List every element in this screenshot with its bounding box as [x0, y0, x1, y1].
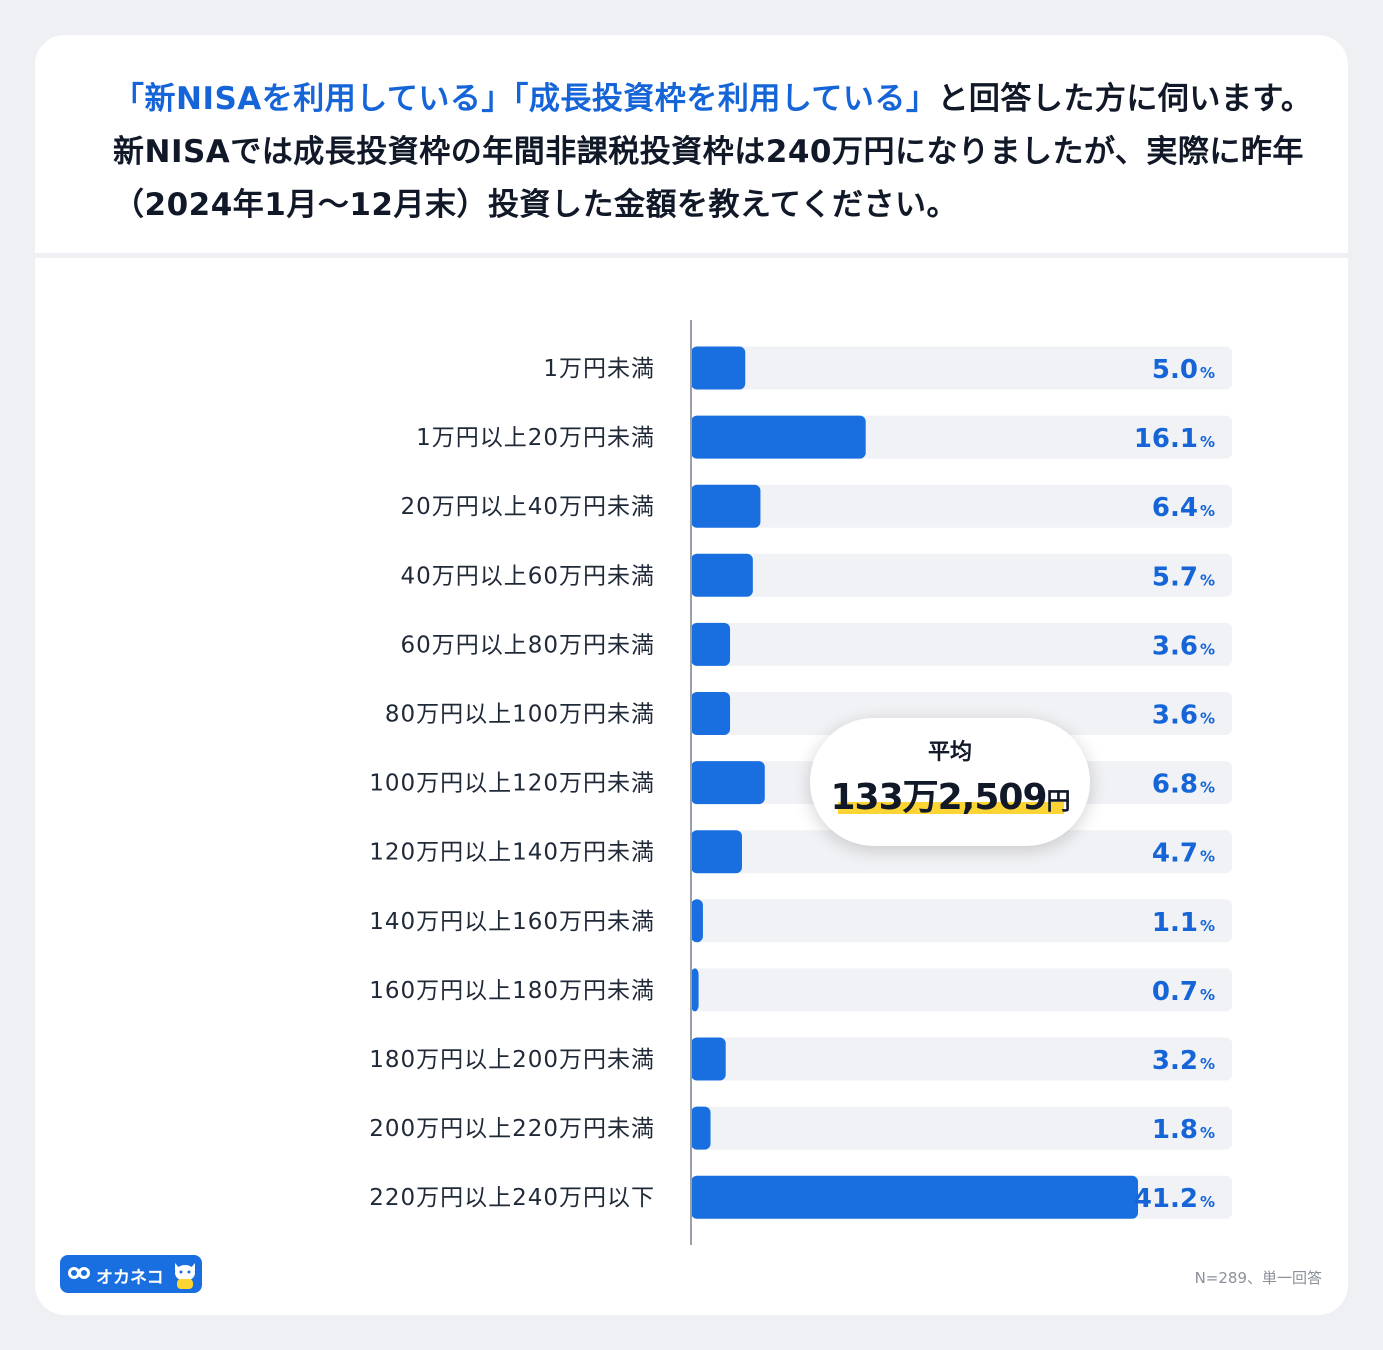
bar	[691, 1175, 1139, 1219]
average-unit: 円	[1046, 787, 1071, 815]
sample-note: N=289、単一回答	[1194, 1269, 1322, 1287]
bar-chart: 1万円未満 5.0 % 1万円以上20万円未満 16.1 % 20万円以上40万円未満 6.4…	[369, 320, 1232, 1245]
bar-track	[691, 899, 1232, 943]
bar	[691, 1106, 711, 1150]
bar	[691, 761, 765, 805]
cat-mascot-icon	[175, 1263, 195, 1289]
bar	[691, 484, 761, 528]
bar-track	[691, 692, 1232, 735]
bar	[691, 553, 753, 597]
question-body: と回答した方に伺います。新NISAでは成長投資枠の年間非課税投資枠は240万円に…	[113, 81, 1313, 223]
bar-track	[691, 553, 1232, 597]
infinity-icon	[68, 1267, 90, 1279]
okaneko-logo: オカネコ	[60, 1255, 202, 1293]
bar	[691, 622, 731, 666]
bar-track	[691, 1106, 1232, 1150]
value-label: 3.6%	[1152, 631, 1215, 661]
category-label: 220万円以上240万円以下	[369, 1185, 655, 1211]
category-label: 120万円以上140万円未満	[369, 840, 655, 866]
category-label: 200万円以上220万円未満	[369, 1116, 655, 1142]
value-label: 6.4%	[1152, 493, 1215, 523]
bar	[691, 346, 746, 390]
value-label: 0.7%	[1152, 977, 1215, 1007]
bar	[691, 415, 866, 459]
value-label: 3.6%	[1152, 701, 1215, 731]
category-label: 180万円以上200万円未満	[369, 1047, 655, 1073]
bar-track	[691, 968, 1232, 1012]
category-label: 40万円以上60万円未満	[400, 563, 655, 589]
bar	[691, 968, 699, 1012]
category-label: 60万円以上80万円未満	[400, 632, 655, 658]
value-label: 16.1%	[1134, 424, 1215, 454]
bar	[691, 1037, 726, 1081]
category-label: 100万円以上120万円未満	[369, 771, 655, 797]
category-label: 1万円以上20万円未満	[416, 425, 655, 451]
question-text: 「新NISAを利用している」「成長投資枠を利用している」と回答した方に伺います。…	[113, 73, 1313, 232]
average-highlight-marker	[838, 802, 1064, 814]
value-label: 6.8%	[1152, 770, 1215, 800]
bar-track	[691, 622, 1232, 666]
logo-name: オカネコ	[96, 1268, 164, 1288]
value-label: 5.7%	[1152, 562, 1215, 592]
average-value: 133万2,509	[830, 777, 1047, 818]
average-value-line: 133万2,509円	[810, 768, 1090, 820]
category-label: 160万円以上180万円未満	[369, 978, 655, 1004]
category-label: 20万円以上40万円未満	[400, 494, 655, 520]
bar-track	[691, 830, 1232, 874]
value-label: 4.7%	[1152, 839, 1215, 869]
category-label: 1万円未満	[543, 356, 655, 382]
bar	[691, 692, 731, 735]
bar-track	[691, 484, 1232, 528]
value-label: 1.8%	[1152, 1115, 1215, 1145]
value-label: 5.0%	[1152, 355, 1215, 385]
category-label: 140万円以上160万円未満	[369, 909, 655, 935]
average-label: 平均	[927, 740, 972, 765]
value-label: 41.2%	[1134, 1184, 1215, 1214]
bar	[691, 830, 742, 874]
chart-card: 「新NISAを利用している」「成長投資枠を利用している」と回答した方に伺います。…	[35, 35, 1348, 1315]
value-label: 1.1%	[1152, 908, 1215, 938]
bar-track	[691, 1037, 1232, 1081]
question-highlight: 「新NISAを利用している」「成長投資枠を利用している」	[113, 81, 938, 117]
bar	[691, 899, 703, 943]
bar-track	[691, 346, 1232, 390]
value-label: 3.2%	[1152, 1046, 1215, 1076]
average-callout: 平均 133万2,509円	[810, 718, 1090, 846]
header-divider	[35, 253, 1348, 258]
category-label: 80万円以上100万円未満	[385, 702, 655, 728]
